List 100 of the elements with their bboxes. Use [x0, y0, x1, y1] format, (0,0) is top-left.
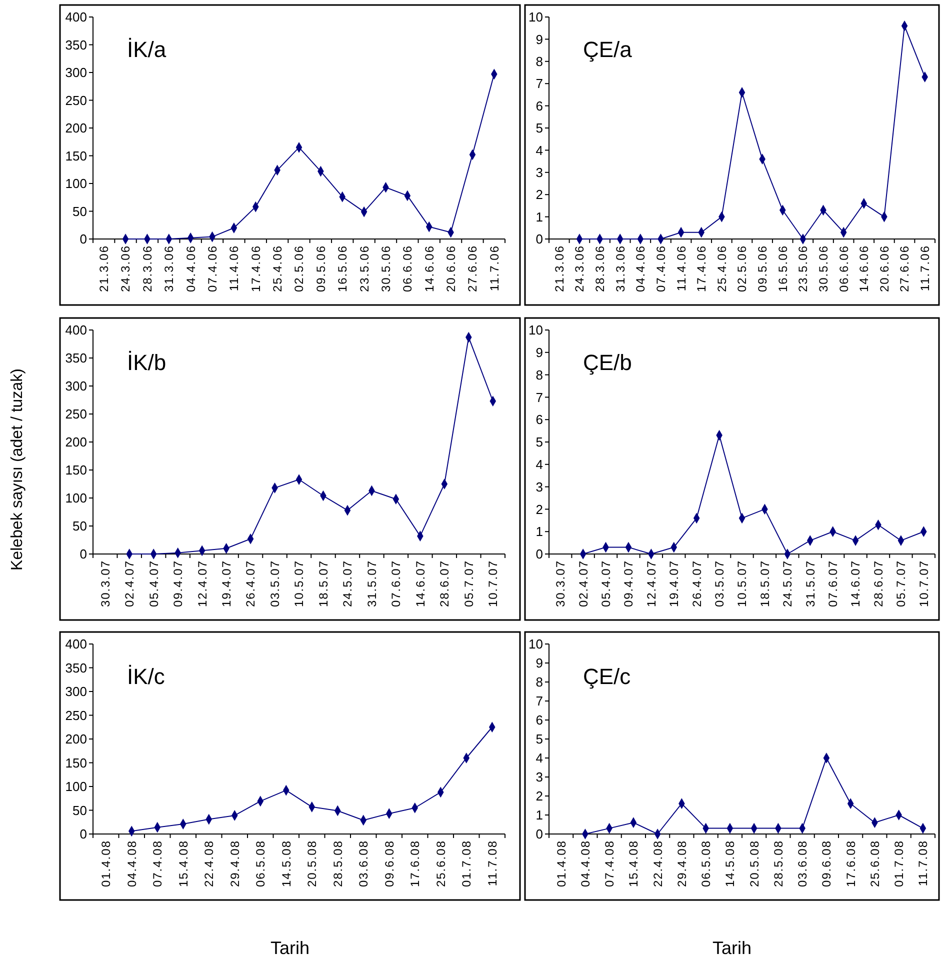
y-tick-label: 5	[536, 434, 543, 450]
x-tick-label: 06.6.06	[400, 245, 415, 292]
y-tick-label: 6	[536, 712, 543, 728]
x-tick-label: 11.7.08	[916, 840, 930, 886]
x-tick-label: 17.6.08	[408, 840, 422, 888]
x-tick-label: 28.3.06	[592, 245, 607, 292]
y-tick-label: 50	[72, 518, 87, 534]
y-tick-label: 0	[536, 826, 543, 842]
y-tick-label: 0	[80, 826, 87, 842]
x-tick-label: 05.7.07	[894, 560, 908, 608]
y-tick-label: 8	[536, 54, 543, 69]
x-axis-title: Tarih	[270, 938, 310, 958]
x-tick-label: 16.5.06	[776, 245, 790, 292]
y-tick-label: 9	[536, 656, 543, 671]
x-tick-label: 10.7.07	[486, 560, 500, 608]
y-tick-label: 9	[536, 344, 543, 360]
text: ÇE/a	[583, 37, 633, 62]
x-tick-label: 04.4.08	[124, 840, 139, 888]
x-tick-label: 11.4.06	[674, 245, 688, 292]
x-tick-label: 27.6.06	[466, 245, 480, 292]
x-tick-label: 21.3.06	[97, 245, 112, 292]
y-tick-label: 350	[65, 660, 87, 676]
x-tick-label: 14.5.08	[279, 840, 294, 888]
x-tick-label: 07.4.08	[602, 840, 617, 888]
y-tick-label: 150	[65, 462, 87, 478]
x-tick-label: 31.3.06	[613, 245, 628, 292]
x-tick-label: 25.6.08	[868, 840, 882, 888]
x-tick-label: 23.5.06	[796, 245, 810, 292]
x-tick-label: 05.7.07	[462, 560, 476, 608]
x-tick-label: 15.4.08	[176, 840, 190, 888]
x-tick-label: 02.4.07	[122, 560, 137, 608]
y-tick-label: 9	[536, 32, 543, 47]
text: ÇE/c	[583, 664, 631, 689]
y-tick-label: 6	[536, 412, 543, 428]
x-tick-label: 31.5.07	[364, 560, 379, 608]
x-tick-label: 26.4.07	[244, 560, 258, 608]
y-tick-label: 150	[65, 148, 87, 164]
x-tick-label: 30.5.06	[816, 245, 830, 292]
x-tick-label: 03.6.08	[356, 840, 371, 888]
x-tick-label: 03.5.07	[268, 560, 282, 608]
x-tick-label: 11.7.06	[918, 245, 932, 292]
y-tick-label: 8	[536, 367, 543, 382]
x-tick-label: 14.5.08	[723, 840, 738, 888]
y-tick-label: 5	[536, 732, 543, 747]
x-tick-label: 24.5.07	[780, 560, 795, 608]
y-tick-label: 6	[536, 98, 543, 114]
x-tick-label: 02.4.07	[576, 560, 590, 608]
text: İK/a	[127, 37, 167, 62]
y-tick-label: 2	[536, 502, 543, 517]
y-tick-label: 10	[528, 10, 543, 25]
x-tick-label: 25.6.08	[434, 840, 448, 888]
x-tick-label: 18.5.07	[316, 560, 330, 608]
x-tick-label: 24.5.07	[340, 560, 355, 608]
x-tick-label: 26.4.07	[690, 560, 704, 608]
x-tick-label: 22.4.08	[202, 840, 216, 888]
y-tick-label: 250	[65, 92, 87, 108]
x-tick-label: 25.4.06	[270, 245, 285, 292]
x-tick-label: 03.5.07	[712, 560, 726, 608]
x-tick-label: 09.4.07	[622, 560, 636, 608]
y-axis-title: Kelebek sayısı (adet / tuzak)	[9, 368, 26, 570]
x-tick-label: 24.3.06	[572, 245, 587, 292]
x-tick-label: 17.4.06	[694, 245, 709, 292]
x-tick-label: 23.5.06	[357, 245, 372, 292]
y-tick-label: 10	[528, 322, 543, 338]
x-tick-label: 03.6.08	[796, 840, 810, 888]
x-tick-label: 22.4.08	[650, 840, 665, 888]
x-tick-label: 01.7.08	[460, 840, 474, 888]
x-tick-label: 19.4.07	[667, 560, 682, 608]
x-tick-label: 14.6.07	[413, 560, 428, 608]
y-tick-label: 10	[528, 636, 543, 652]
y-tick-label: 250	[65, 406, 87, 422]
x-tick-label: 14.6.06	[422, 245, 436, 292]
y-tick-label: 300	[65, 378, 87, 394]
x-tick-label: 10.7.07	[916, 560, 931, 608]
x-tick-label: 18.5.07	[758, 560, 772, 608]
y-tick-label: 0	[536, 546, 543, 562]
y-tick-label: 350	[65, 350, 87, 366]
y-tick-label: 1	[536, 524, 543, 540]
x-tick-label: 07.4.08	[150, 840, 165, 888]
x-tick-label: 14.6.07	[848, 560, 863, 608]
x-tick-label: 28.5.08	[771, 840, 786, 888]
x-tick-label: 06.5.08	[254, 840, 268, 888]
y-tick-label: 400	[65, 10, 87, 25]
x-tick-label: 04.4.06	[184, 245, 198, 292]
y-tick-label: 250	[65, 708, 87, 723]
x-tick-label: 30.3.07	[554, 560, 568, 608]
x-tick-label: 28.6.07	[871, 560, 886, 608]
x-tick-label: 07.4.06	[654, 245, 668, 292]
x-tick-label: 14.6.06	[857, 245, 872, 292]
x-tick-label: 20.5.08	[305, 840, 320, 888]
x-tick-label: 20.5.08	[747, 840, 762, 888]
x-tick-label: 11.4.06	[227, 245, 242, 292]
y-tick-label: 50	[72, 204, 87, 219]
y-tick-label: 4	[536, 750, 543, 766]
y-tick-label: 200	[65, 434, 87, 450]
x-tick-label: 09.4.07	[171, 560, 186, 608]
x-tick-label: 09.5.06	[756, 245, 770, 292]
x-tick-label: 10.5.07	[292, 560, 306, 608]
x-tick-label: 02.5.06	[735, 245, 750, 292]
x-tick-label: 09.6.08	[382, 840, 396, 888]
